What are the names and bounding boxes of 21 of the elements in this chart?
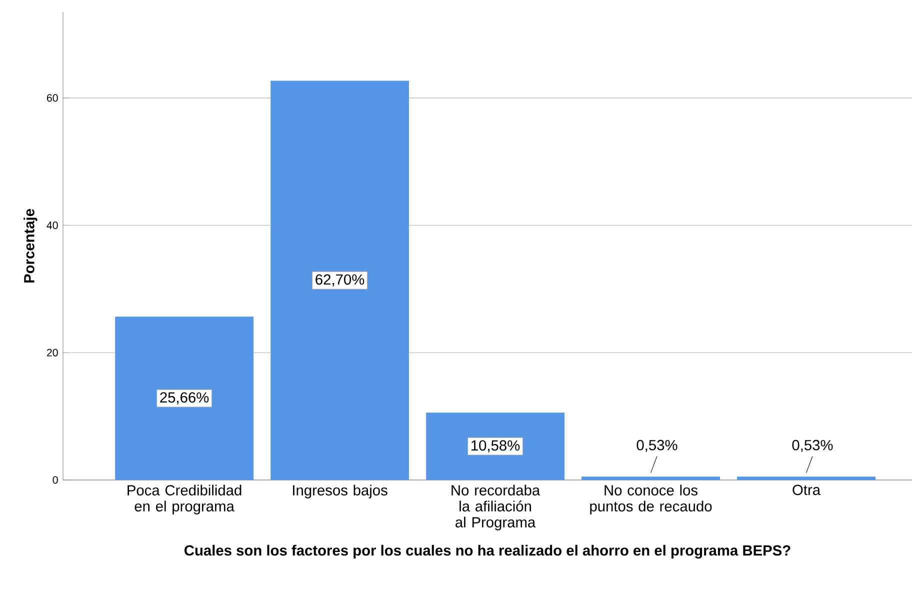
bar [737,476,876,480]
y-tick-label: 20 [46,348,58,356]
x-tick-label: Ingresos bajos [293,484,388,498]
y-axis-title: Porcentaje [24,208,38,282]
x-tick-label: Poca Credibilidad en el programa [128,484,242,514]
data-label: 0,53% [792,440,833,452]
y-tick-label: 0 [52,476,58,484]
data-label: 0,53% [636,440,678,452]
x-tick-label: No conoce los puntos de recaudo [590,484,712,514]
bar [582,476,720,480]
data-label: 10,58% [472,440,520,452]
x-axis-title: Cuales son los factores por los cuales no ha realizado el ahorro en el programa BEPS? [184,544,790,559]
bar [270,80,409,480]
data-label: 62,70% [316,274,364,286]
bar [426,412,564,480]
y-tick-label: 40 [46,222,58,230]
bar [115,316,254,480]
x-tick-label: Otra [792,484,821,496]
data-label: 25,66% [160,392,209,404]
y-tick-label: 60 [46,94,58,102]
x-tick-label: No recordaba la afiliación al Programa [452,484,540,530]
